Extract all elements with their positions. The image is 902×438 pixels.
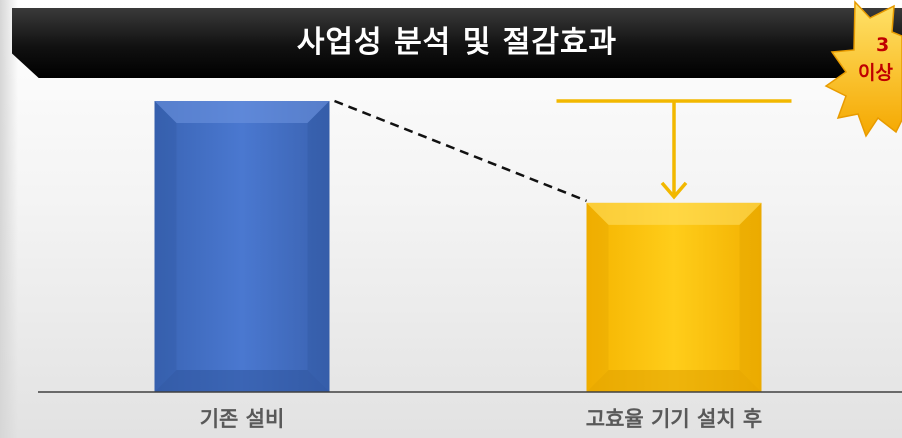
bar-bevel-left-1 bbox=[587, 203, 609, 392]
bars-group bbox=[155, 101, 762, 392]
bar-body-1 bbox=[587, 203, 762, 392]
badge-text-line2: 이상 bbox=[858, 58, 893, 85]
bar-bevel-left-0 bbox=[155, 101, 177, 392]
bar-bevel-top-0 bbox=[155, 101, 330, 123]
badge-text-line1: 3 bbox=[876, 34, 889, 56]
dashed-connector-line bbox=[335, 101, 587, 201]
bar-bevel-top-1 bbox=[587, 203, 762, 225]
bar-bevel-right-1 bbox=[740, 203, 762, 392]
reduction-arrow-icon bbox=[557, 101, 792, 197]
x-tick-label-existing: 기존 설비 bbox=[112, 403, 372, 433]
bar-1 bbox=[587, 203, 762, 392]
bar-bevel-right-0 bbox=[308, 101, 330, 392]
bar-bevel-bottom-0 bbox=[155, 370, 330, 392]
bar-0 bbox=[155, 101, 330, 392]
bar-body-0 bbox=[155, 101, 330, 392]
x-tick-label-after-install: 고효율 기기 설치 후 bbox=[544, 403, 804, 433]
bar-bevel-bottom-1 bbox=[587, 370, 762, 392]
